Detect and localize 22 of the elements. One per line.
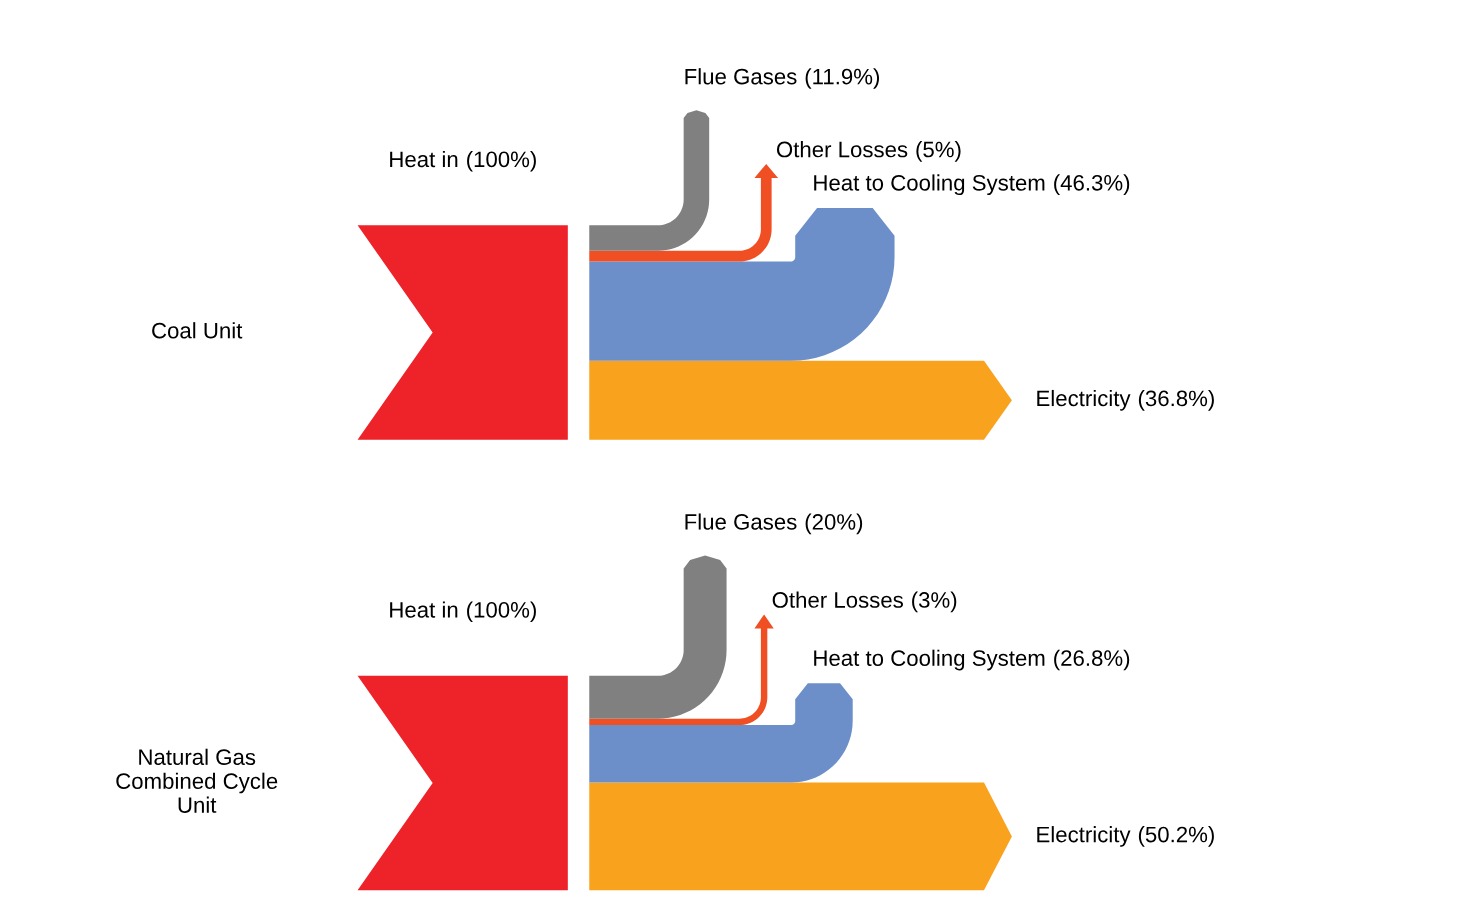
data-label: (36.8%)	[1138, 389, 1214, 411]
category-label: Electricity	[1037, 826, 1131, 847]
category-label: Other Losses	[772, 591, 903, 608]
data-label: (100%)	[467, 601, 536, 623]
category-label: Flue Gases	[685, 513, 797, 530]
category-label: Other Losses	[776, 141, 908, 158]
category-label: Flue Gases	[685, 68, 797, 85]
data-label: (5%)	[916, 141, 961, 162]
category-label: Heat in	[390, 601, 458, 618]
category-label: Heat in	[390, 150, 458, 168]
category-label: Heat to Cooling System	[814, 174, 1045, 196]
text: Natural Gas Combined Cycle Unit	[116, 748, 278, 813]
data-label: (100%)	[467, 150, 536, 172]
category-label: Electricity	[1037, 389, 1131, 411]
text: Coal Unit	[152, 322, 243, 339]
data-label: (3%)	[912, 591, 957, 613]
category-label: Heat to Cooling System	[814, 649, 1045, 671]
data-label: (26.8%)	[1054, 649, 1130, 671]
data-label: (50.2%)	[1138, 826, 1214, 847]
data-label: (46.3%)	[1054, 174, 1130, 196]
data-label: (20%)	[805, 513, 863, 535]
data-label: (11.9%)	[805, 68, 880, 89]
